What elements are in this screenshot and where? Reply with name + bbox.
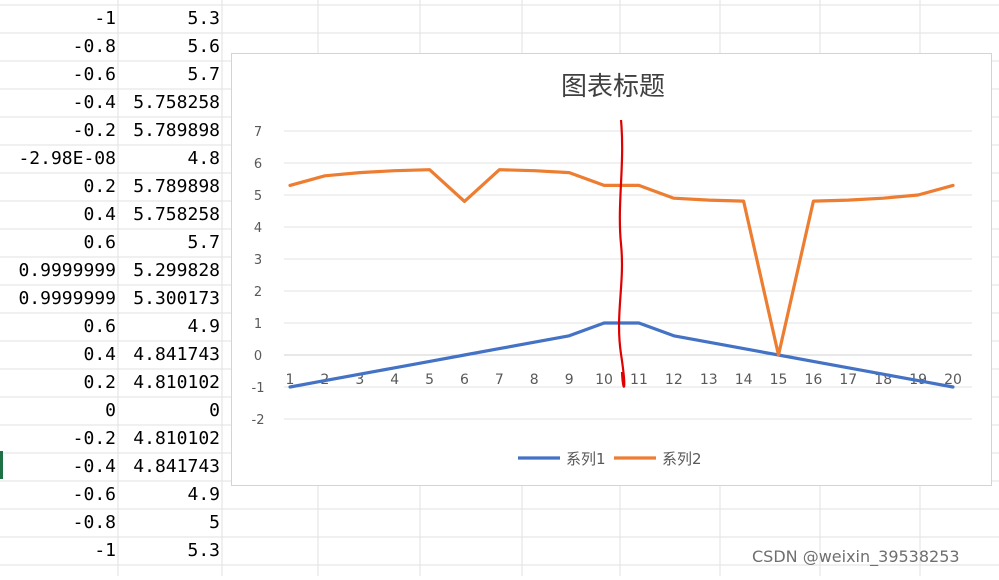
x-tick-label: 15 [770,372,788,388]
cell-column-a[interactable]: 0.6 [83,232,116,253]
y-tick-label: -1 [252,381,265,396]
cell-column-b[interactable]: 5.789898 [133,120,220,141]
cell-column-b[interactable]: 4.810102 [133,372,220,393]
cell-column-b[interactable]: 5.3 [187,540,220,561]
cell-column-b[interactable]: 5 [209,512,220,533]
cell-column-a[interactable]: -0.6 [72,484,116,505]
cell-column-b[interactable]: 4.9 [187,316,220,337]
cell-column-a[interactable]: -2.98E-08 [18,148,116,169]
cell-column-b[interactable]: 4.810102 [133,428,220,449]
cell-column-b[interactable]: 5.758258 [133,204,220,225]
legend-label-2: 系列2 [662,450,702,468]
chart-title: 图表标题 [561,72,665,102]
x-tick-label: 3 [355,372,364,388]
cell-column-a[interactable]: 0.9999999 [18,260,116,281]
red-annotation-line [617,119,626,388]
y-tick-label: 3 [254,253,262,268]
x-tick-label: 17 [839,372,857,388]
x-tick-label: 7 [495,372,504,388]
x-tick-label: 14 [735,372,753,388]
y-tick-label: 7 [254,125,262,140]
x-tick-label: 8 [530,372,539,388]
cell-column-b[interactable]: 4.841743 [133,344,220,365]
cell-column-a[interactable]: -0.4 [72,92,116,113]
cell-column-b[interactable]: 0 [209,400,220,421]
cell-column-b[interactable]: 5.3 [187,8,220,29]
cell-column-b[interactable]: 5.7 [187,64,220,85]
cell-column-a[interactable]: 0 [105,400,116,421]
watermark: CSDN @weixin_39538253 [752,547,960,566]
cell-column-a[interactable]: 0.2 [83,176,116,197]
cell-column-b[interactable]: 4.9 [187,484,220,505]
x-tick-label: 10 [595,372,613,388]
cell-column-b[interactable]: 4.8 [187,148,220,169]
x-tick-label: 9 [565,372,574,388]
cell-column-b[interactable]: 5.299828 [133,260,220,281]
y-tick-label: 6 [254,157,262,172]
x-tick-label: 16 [805,372,823,388]
cell-column-a[interactable]: -1 [94,540,116,561]
x-tick-label: 11 [630,372,648,388]
cell-column-a[interactable]: 0.4 [83,344,116,365]
cell-column-b[interactable]: 5.7 [187,232,220,253]
y-tick-label: 0 [254,349,262,364]
cell-column-a[interactable]: 0.6 [83,316,116,337]
y-tick-label: 1 [254,317,262,332]
cell-column-b[interactable]: 4.841743 [133,456,220,477]
x-tick-label: 4 [390,372,399,388]
x-tick-label: 5 [425,372,434,388]
series-line-1 [288,321,955,389]
cell-column-a[interactable]: 0.9999999 [18,288,116,309]
x-tick-label: 13 [700,372,718,388]
cell-column-b[interactable]: 5.789898 [133,176,220,197]
x-tick-label: 1 [286,372,295,388]
cell-column-a[interactable]: -0.8 [72,512,116,533]
cell-column-a[interactable]: -0.4 [72,456,116,477]
cell-column-a[interactable]: 0.2 [83,372,116,393]
y-tick-label: 5 [254,189,262,204]
cell-column-a[interactable]: -1 [94,8,116,29]
cell-column-b[interactable]: 5.300173 [133,288,220,309]
cell-column-b[interactable]: 5.758258 [133,92,220,113]
legend-label-1: 系列1 [566,450,606,468]
cell-column-a[interactable]: 0.4 [83,204,116,225]
cell-column-a[interactable]: -0.2 [72,428,116,449]
chart-container[interactable]: 图表标题 7 6 5 4 3 2 1 0 -1 -2 1 2 3 4 5 6 7 8 9 10 11 12 13 14 15 16 1… [231,53,992,486]
y-tick-label: -2 [252,413,265,428]
cell-column-a[interactable]: -0.8 [72,36,116,57]
cell-column-a[interactable]: -0.2 [72,120,116,141]
x-tick-label: 6 [460,372,469,388]
x-tick-label: 12 [665,372,683,388]
row-selection-marker [0,451,3,479]
x-tick-label: 20 [944,372,962,388]
cell-column-a[interactable]: -0.6 [72,64,116,85]
cell-column-b[interactable]: 5.6 [187,36,220,57]
y-tick-label: 2 [254,285,262,300]
y-tick-label: 4 [254,221,262,236]
